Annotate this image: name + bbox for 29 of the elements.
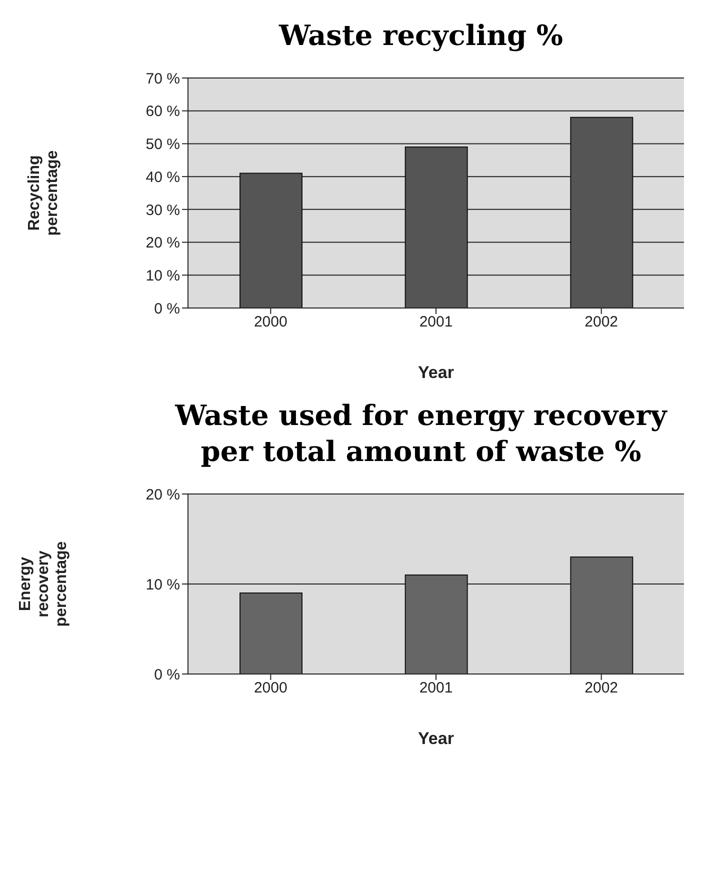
- y-tick-label: 10 %: [146, 576, 180, 594]
- y-tick-label: 10 %: [146, 267, 180, 284]
- bar: [404, 146, 468, 308]
- x-tick-label: 2000: [254, 314, 288, 331]
- x-tick-label: 2001: [419, 680, 453, 697]
- bar: [240, 592, 302, 674]
- y-tick-label: 0 %: [154, 300, 180, 318]
- x-tick-label: 2001: [419, 314, 453, 331]
- bar: [570, 116, 634, 308]
- y-tick-label: 0 %: [154, 666, 180, 684]
- y-tick-label: 70 %: [146, 70, 180, 88]
- bar: [240, 172, 302, 308]
- chart-title: Waste used for energy recovery per total amount of waste %: [174, 398, 668, 470]
- x-tick-label: 2002: [584, 314, 618, 331]
- y-tick-label: 20 %: [146, 486, 180, 504]
- y-tick-label: 40 %: [146, 168, 180, 186]
- chart-title: Waste recycling %: [278, 18, 564, 54]
- bar: [570, 556, 634, 674]
- bar: [404, 574, 468, 674]
- x-axis-title: Year: [418, 363, 454, 382]
- x-axis-title: Year: [418, 729, 454, 748]
- x-tick-label: 2000: [254, 680, 288, 697]
- y-tick-label: 30 %: [146, 202, 180, 219]
- x-tick-label: 2002: [584, 680, 618, 697]
- y-tick-label: 50 %: [146, 136, 180, 154]
- y-tick-label: 20 %: [146, 234, 180, 252]
- y-axis-title: Recycling percentage: [26, 150, 61, 236]
- y-axis-title: Energy recovery percentage: [17, 541, 70, 627]
- y-tick-label: 60 %: [146, 103, 180, 120]
